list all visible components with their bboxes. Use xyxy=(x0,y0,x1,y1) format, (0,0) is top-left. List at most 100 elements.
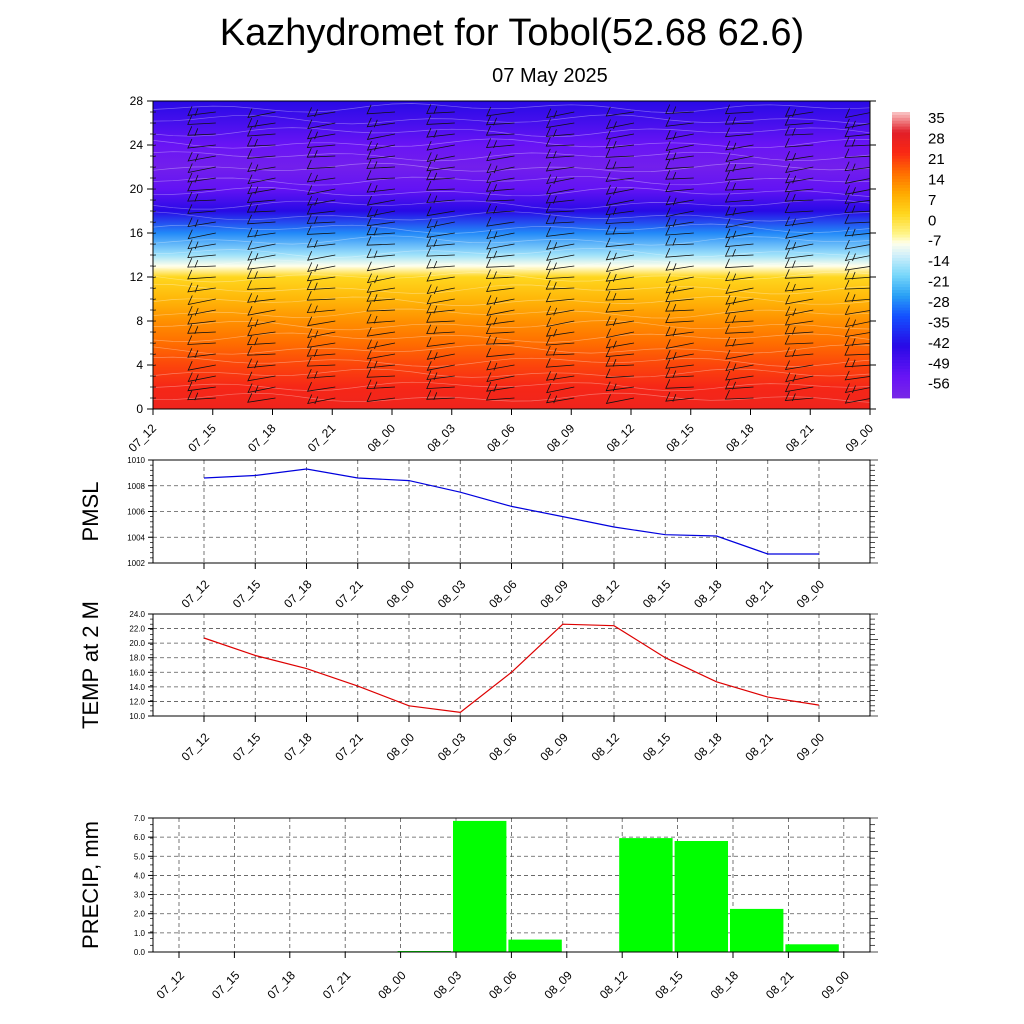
wind-barb xyxy=(844,148,870,159)
y-tick-label: 1006 xyxy=(127,508,145,517)
wind-barb xyxy=(546,317,575,328)
heatmap-y-tick-label: 16 xyxy=(130,226,144,240)
wind-barb xyxy=(426,379,455,390)
wind-barb xyxy=(844,194,870,204)
wind-barb xyxy=(247,162,276,173)
heatmap-y-tick-label: 0 xyxy=(136,402,143,416)
wind-barb xyxy=(247,371,276,382)
colorbar-swatch xyxy=(892,269,910,273)
wind-barb xyxy=(247,383,276,394)
wind-barb xyxy=(844,127,870,138)
precip-bar xyxy=(453,820,507,952)
wind-barb xyxy=(545,327,575,337)
heatmap-contour-line xyxy=(153,392,870,403)
wind-barb xyxy=(665,207,694,218)
wind-barb xyxy=(366,313,396,324)
wind-barb xyxy=(545,260,575,271)
wind-barb xyxy=(306,225,336,235)
y-tick-label: 1010 xyxy=(127,456,145,465)
wind-barb xyxy=(426,313,455,323)
wind-barb xyxy=(153,133,157,135)
wind-barb xyxy=(485,138,515,149)
y-tick-label: 20.0 xyxy=(129,639,145,648)
wind-barb xyxy=(724,192,754,203)
wind-barb xyxy=(546,108,575,119)
wind-barb xyxy=(546,383,575,394)
wind-barb xyxy=(486,315,515,326)
heatmap-x-tick-label: 08_03 xyxy=(424,421,458,455)
wind-barb xyxy=(844,357,870,368)
wind-barb xyxy=(485,347,515,358)
wind-barb xyxy=(844,137,870,147)
x-tick-label: 08_18 xyxy=(708,968,742,1002)
colorbar-swatch xyxy=(892,196,910,200)
colorbar-swatch xyxy=(892,225,910,230)
colorbar-swatch xyxy=(892,246,910,250)
wind-barb xyxy=(187,335,216,345)
x-tick-label: 07_21 xyxy=(332,730,366,764)
wind-barb xyxy=(844,383,870,394)
wind-barb xyxy=(366,379,396,390)
wind-barb xyxy=(187,372,216,383)
x-tick-label: 08_18 xyxy=(691,577,725,611)
wind-barb xyxy=(366,261,396,272)
wind-barb xyxy=(784,192,814,202)
wind-barb xyxy=(545,227,575,237)
wind-barb xyxy=(605,185,635,195)
colorbar-swatch xyxy=(892,336,910,341)
wind-barb xyxy=(306,303,336,314)
wind-barb xyxy=(366,326,396,337)
wind-barb xyxy=(187,348,216,358)
y-tick-label: 1004 xyxy=(127,533,145,542)
colorbar-swatch xyxy=(892,161,910,165)
x-tick-label: 08_00 xyxy=(375,968,409,1002)
wind-barb xyxy=(426,350,455,360)
wind-barb xyxy=(785,294,814,305)
heatmap-contour-line xyxy=(153,138,870,149)
colorbar-swatch xyxy=(892,377,910,381)
wind-barb xyxy=(485,269,515,280)
wind-barb xyxy=(485,182,515,192)
wind-barb xyxy=(485,191,515,202)
y-tick-label: 16.0 xyxy=(129,668,145,677)
x-tick-label: 08_12 xyxy=(589,730,623,764)
wind-barb xyxy=(844,327,870,338)
wind-barb xyxy=(187,390,216,401)
wind-barb xyxy=(665,283,694,294)
wind-barb xyxy=(605,394,635,404)
colorbar-swatch xyxy=(892,176,910,180)
wind-barb xyxy=(785,163,814,174)
wind-barb xyxy=(665,150,694,161)
wind-barb xyxy=(844,118,870,129)
colorbar-swatch xyxy=(892,123,910,127)
wind-barb xyxy=(306,129,336,140)
wind-barb xyxy=(366,273,396,284)
colorbar-swatch xyxy=(892,126,910,130)
colorbar-swatch xyxy=(892,327,910,332)
wind-barb xyxy=(246,335,276,346)
wind-barb xyxy=(605,290,635,301)
wind-barb xyxy=(246,136,276,147)
wind-barb xyxy=(485,335,515,345)
wind-barb xyxy=(306,271,336,282)
y-tick-label: 2.0 xyxy=(134,910,146,919)
wind-barb xyxy=(605,237,635,248)
wind-barb xyxy=(306,382,336,392)
colorbar-swatch xyxy=(892,252,910,256)
wind-barb xyxy=(485,258,515,268)
wind-barb xyxy=(665,273,694,284)
wind-barb xyxy=(246,149,276,159)
y-tick-label: 12.0 xyxy=(129,697,145,706)
wind-barb xyxy=(725,304,754,314)
wind-barb xyxy=(246,193,276,203)
wind-barb xyxy=(187,126,216,136)
wind-barb xyxy=(844,226,870,237)
precip-panel: 0.0 1.0 2.0 3.0 4.0 5.0 6.0 7.0 07_12 07_15 07_18 0… xyxy=(78,814,878,1002)
heatmap-contour-line xyxy=(153,176,870,186)
colorbar-swatch xyxy=(892,351,910,355)
wind-barb xyxy=(426,128,455,138)
wind-barb xyxy=(605,357,635,367)
colorbar-swatch xyxy=(892,228,910,233)
wind-barb xyxy=(486,282,515,292)
wind-barb xyxy=(366,140,396,151)
